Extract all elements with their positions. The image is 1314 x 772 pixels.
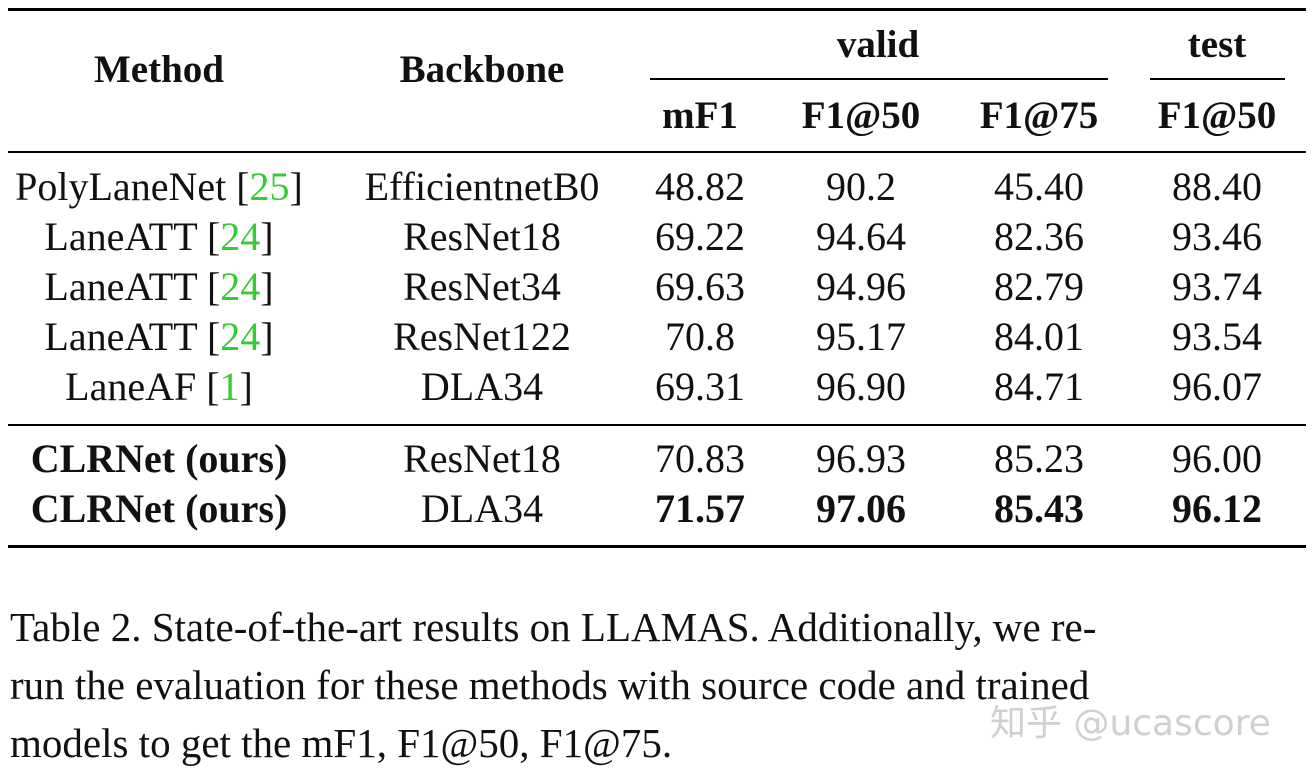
test-f1-50-cell: 96.07: [1172, 364, 1262, 409]
f1-75-cell: 85.43: [994, 486, 1084, 531]
header-backbone: Backbone: [399, 48, 565, 91]
top-rule: [8, 8, 1306, 11]
method-cell: LaneATT [24]: [44, 214, 274, 259]
mf1-cell: 71.57: [655, 486, 745, 531]
citation-link[interactable]: 24: [220, 214, 261, 259]
header-test-f1-50: F1@50: [1157, 94, 1277, 137]
f1-75-cell: 82.79: [994, 264, 1084, 309]
f1-50-cell: 96.90: [816, 364, 906, 409]
table-caption: Table 2. State-of-the-art results on LLA…: [10, 598, 1270, 772]
test-f1-50-cell: 96.00: [1172, 436, 1262, 481]
f1-50-cell: 94.96: [816, 264, 906, 309]
f1-75-cell: 82.36: [994, 214, 1084, 259]
test-f1-50-cell: 96.12: [1172, 486, 1262, 531]
citation-link[interactable]: 24: [220, 314, 261, 359]
header-valid-f1-50: F1@50: [801, 94, 921, 137]
test-f1-50-cell: 93.46: [1172, 214, 1262, 259]
test-underline: [1150, 78, 1285, 80]
backbone-cell: DLA34: [420, 364, 544, 409]
bottom-rule: [8, 545, 1306, 548]
f1-50-cell: 97.06: [816, 486, 906, 531]
caption-line: models to get the mF1, F1@50, F1@75.: [10, 720, 673, 766]
f1-50-cell: 96.93: [816, 436, 906, 481]
header-mf1: mF1: [662, 94, 738, 137]
mf1-cell: 69.22: [655, 214, 745, 259]
f1-50-cell: 95.17: [816, 314, 906, 359]
watermark: 知乎 @ucascore: [990, 703, 1271, 744]
citation-link[interactable]: 24: [220, 264, 261, 309]
header-rule: [8, 151, 1306, 153]
mf1-cell: 69.31: [655, 364, 745, 409]
f1-75-cell: 45.40: [994, 164, 1084, 209]
backbone-cell: EfficientnetB0: [364, 164, 600, 209]
method-cell: PolyLaneNet [25]: [15, 164, 303, 209]
test-f1-50-cell: 93.54: [1172, 314, 1262, 359]
backbone-cell: ResNet18: [403, 436, 561, 481]
method-cell: CLRNet (ours): [30, 486, 288, 531]
mf1-cell: 48.82: [655, 164, 745, 209]
mf1-cell: 69.63: [655, 264, 745, 309]
method-cell: LaneAF [1]: [65, 364, 253, 409]
test-f1-50-cell: 93.74: [1172, 264, 1262, 309]
method-cell: LaneATT [24]: [44, 264, 274, 309]
backbone-cell: DLA34: [420, 486, 544, 531]
valid-underline: [650, 78, 1108, 80]
header-valid: valid: [836, 23, 920, 66]
f1-75-cell: 84.71: [994, 364, 1084, 409]
citation-link[interactable]: 1: [219, 364, 240, 409]
backbone-cell: ResNet122: [393, 314, 571, 359]
backbone-cell: ResNet18: [403, 214, 561, 259]
ours-separator-rule: [8, 424, 1306, 426]
f1-75-cell: 84.01: [994, 314, 1084, 359]
header-test: test: [1187, 23, 1247, 66]
f1-75-cell: 85.23: [994, 436, 1084, 481]
header-valid-f1-75: F1@75: [979, 94, 1099, 137]
mf1-cell: 70.8: [665, 314, 735, 359]
method-cell: CLRNet (ours): [30, 436, 288, 481]
backbone-cell: ResNet34: [403, 264, 561, 309]
f1-50-cell: 90.2: [826, 164, 896, 209]
mf1-cell: 70.83: [655, 436, 745, 481]
f1-50-cell: 94.64: [816, 214, 906, 259]
method-cell: LaneATT [24]: [44, 314, 274, 359]
header-method: Method: [94, 48, 224, 91]
caption-line: Table 2. State-of-the-art results on LLA…: [10, 604, 1097, 650]
caption-line: run the evaluation for these methods wit…: [10, 662, 1090, 708]
test-f1-50-cell: 88.40: [1172, 164, 1262, 209]
citation-link[interactable]: 25: [249, 164, 290, 209]
